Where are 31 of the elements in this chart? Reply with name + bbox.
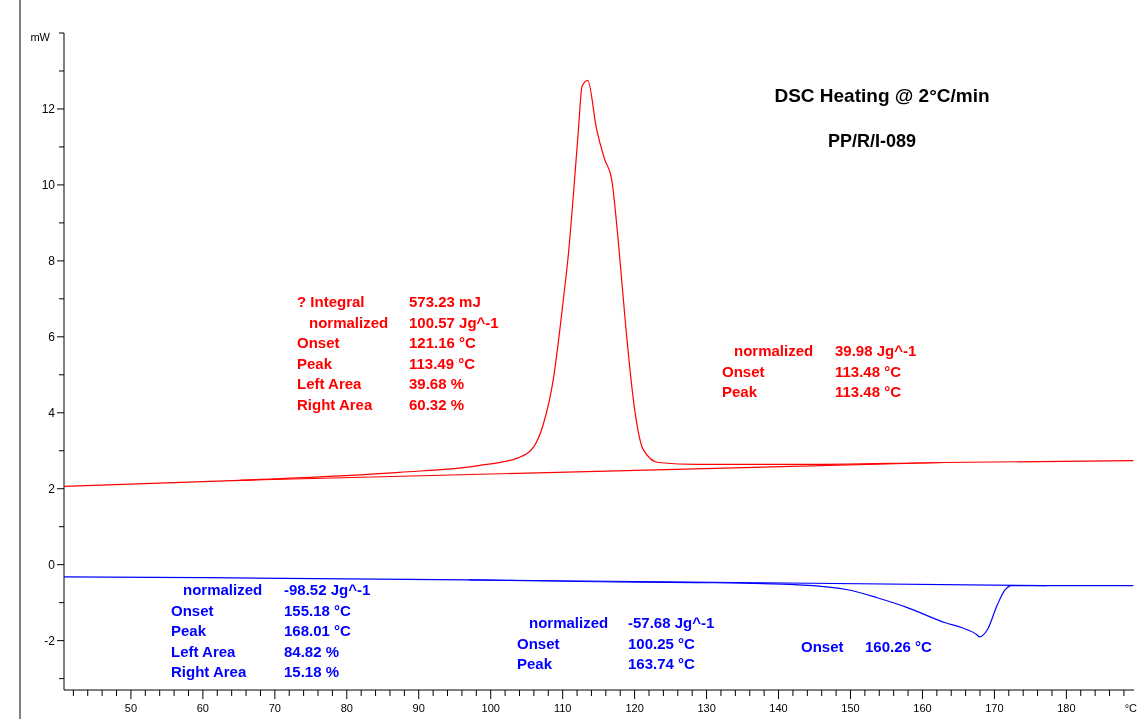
- x-axis-title: °C: [1124, 702, 1138, 714]
- y-tick-label: -2: [44, 633, 56, 648]
- y-axis-title: mW: [30, 31, 51, 43]
- x-tick-label: 150: [841, 702, 860, 714]
- text: DSC Heating @ 2°C/min: [774, 85, 990, 106]
- y-tick-label: 0: [48, 557, 56, 572]
- x-tick-label: 130: [697, 702, 716, 714]
- x-tick-label: 160: [913, 702, 932, 714]
- x-tick-label: 180: [1057, 702, 1076, 714]
- y-tick-label: 12: [41, 102, 56, 117]
- text: ? Integral 573.23 mJ normalized 100.57 Jg^-1 Onset 121.16 °C Peak 113.49 °C Left Area 39.68 % Right Area 60.32 %: [297, 293, 499, 413]
- x-tick-label: 70: [268, 702, 281, 714]
- x-tick-label: 140: [769, 702, 788, 714]
- x-tick-label: 100: [481, 702, 500, 714]
- y-tick-label: 2: [48, 481, 56, 496]
- text: normalized -57.68 Jg^-1 Onset 100.25 °C Peak 163.74 °C: [517, 614, 715, 672]
- x-tick-label: 110: [553, 702, 572, 714]
- x-tick-label: 170: [985, 702, 1004, 714]
- x-tick-label: 80: [340, 702, 353, 714]
- text: normalized -98.52 Jg^-1 Onset 155.18 °C Peak 168.01 °C Left Area 84.82 % Right Area 15.18 %: [171, 581, 371, 680]
- x-tick-label: 60: [196, 702, 209, 714]
- x-tick-label: 120: [625, 702, 644, 714]
- y-tick-label: 4: [48, 405, 56, 420]
- y-tick-label: 10: [41, 178, 56, 193]
- y-tick-label: 8: [48, 254, 56, 269]
- x-tick-label: 90: [412, 702, 425, 714]
- text: Onset 160.26 °C: [801, 638, 932, 655]
- text: PP/R/I-089: [827, 131, 917, 151]
- text: normalized 39.98 Jg^-1 Onset 113.48 °C Peak 113.48 °C: [722, 342, 917, 400]
- y-tick-label: 6: [48, 330, 56, 345]
- x-tick-label: 50: [124, 702, 138, 714]
